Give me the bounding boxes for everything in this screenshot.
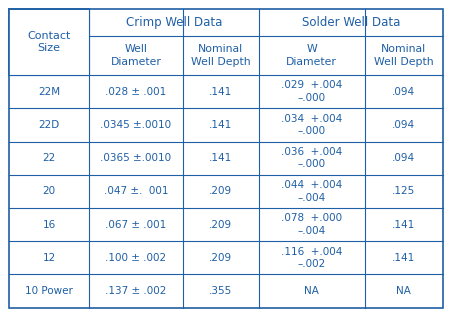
Text: .047 ±.  001: .047 ±. 001 xyxy=(103,187,168,196)
Text: .067 ± .001: .067 ± .001 xyxy=(105,219,166,230)
Text: W
Diameter: W Diameter xyxy=(285,45,336,67)
Text: .141: .141 xyxy=(208,87,232,97)
Text: Contact
Size: Contact Size xyxy=(28,31,71,53)
Text: 22: 22 xyxy=(42,153,55,163)
Text: .209: .209 xyxy=(208,253,232,263)
Text: Nominal
Well Depth: Nominal Well Depth xyxy=(373,45,433,67)
Text: Well
Diameter: Well Diameter xyxy=(110,45,161,67)
Text: 16: 16 xyxy=(42,219,55,230)
Text: .137 ± .002: .137 ± .002 xyxy=(105,286,166,296)
Text: .116  +.004
–.002: .116 +.004 –.002 xyxy=(281,247,341,269)
Text: .034  +.004
–.000: .034 +.004 –.000 xyxy=(281,114,341,136)
Bar xyxy=(9,10,89,75)
Text: .209: .209 xyxy=(208,187,232,196)
Text: Nominal
Well Depth: Nominal Well Depth xyxy=(190,45,250,67)
Text: .094: .094 xyxy=(391,153,414,163)
Text: .141: .141 xyxy=(391,219,414,230)
Text: .036  +.004
–.000: .036 +.004 –.000 xyxy=(281,147,341,169)
Text: .094: .094 xyxy=(391,120,414,130)
Text: NA: NA xyxy=(304,286,318,296)
Text: 10 Power: 10 Power xyxy=(25,286,73,296)
Text: .0345 ±.0010: .0345 ±.0010 xyxy=(100,120,171,130)
Text: 12: 12 xyxy=(42,253,55,263)
Text: 20: 20 xyxy=(42,187,55,196)
Text: .044  +.004
–.004: .044 +.004 –.004 xyxy=(281,180,341,203)
Text: .209: .209 xyxy=(208,219,232,230)
Text: 22D: 22D xyxy=(38,120,60,130)
Text: NA: NA xyxy=(396,286,410,296)
Text: .100 ± .002: .100 ± .002 xyxy=(105,253,166,263)
Text: Crimp Well Data: Crimp Well Data xyxy=(125,16,221,29)
Text: 22M: 22M xyxy=(38,87,60,97)
Text: .094: .094 xyxy=(391,87,414,97)
Text: .355: .355 xyxy=(208,286,232,296)
Text: .141: .141 xyxy=(208,153,232,163)
Text: .028 ± .001: .028 ± .001 xyxy=(105,87,166,97)
Text: .125: .125 xyxy=(391,187,414,196)
Text: .029  +.004
–.000: .029 +.004 –.000 xyxy=(281,80,341,103)
Text: Solder Well Data: Solder Well Data xyxy=(301,16,399,29)
Text: .0365 ±.0010: .0365 ±.0010 xyxy=(100,153,171,163)
Text: .141: .141 xyxy=(391,253,414,263)
Text: .141: .141 xyxy=(208,120,232,130)
Text: .078  +.000
–.004: .078 +.000 –.004 xyxy=(281,214,341,236)
